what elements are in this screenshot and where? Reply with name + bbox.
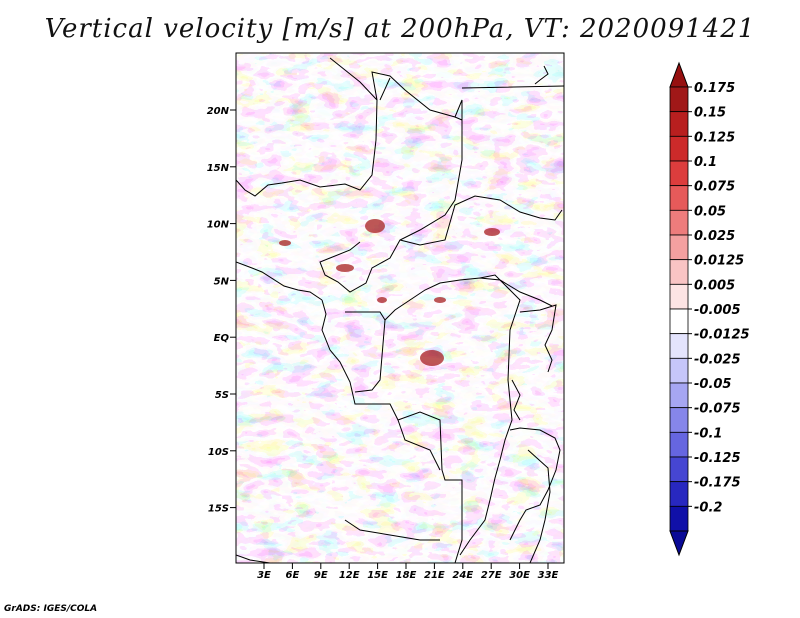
colorbar-swatch (669, 160, 689, 187)
colorbar-label: -0.005 (694, 303, 741, 318)
lon-tick-label: 24E (452, 570, 473, 581)
colorbar-swatch (669, 209, 689, 236)
lon-tick-label: 33E (538, 570, 559, 581)
colorbar-label: 0.1 (694, 155, 717, 170)
colorbar-label: 0.0125 (694, 254, 744, 269)
colorbar-label: 0.175 (694, 81, 735, 96)
lat-tick-label: 10S (208, 447, 229, 458)
lon-tick-label: 21E (424, 570, 445, 581)
colorbar-label: -0.175 (694, 476, 741, 491)
colorbar-swatch (669, 505, 689, 532)
colorbar-max-arrow (669, 61, 689, 88)
colorbar-swatch (669, 259, 689, 285)
map-title: Vertical velocity [m/s] at 200hPa, VT: 2… (44, 14, 756, 44)
colorbar-swatch (669, 135, 689, 162)
colorbar-swatch (669, 86, 689, 113)
map-panel (235, 52, 565, 564)
colorbar-label: 0.025 (694, 229, 735, 244)
lat-tick-label: 5S (215, 390, 229, 401)
colorbar-swatch (669, 308, 689, 335)
colorbar-label: 0.05 (694, 204, 726, 219)
colorbar-min-arrow (669, 530, 689, 557)
colorbar-label: 0.075 (694, 180, 735, 195)
colorbar-swatch (669, 407, 689, 433)
lat-tick-label: 5N (214, 276, 230, 287)
lon-tick-label: 15E (367, 570, 388, 581)
map-frame (235, 52, 565, 564)
colorbar-swatch (669, 333, 689, 359)
colorbar-swatch (669, 185, 689, 211)
lat-tick-label: 15N (207, 163, 230, 174)
longitude-axis: 3E 6E 9E 12E 15E 18E 21E 24E 27E 30E 33E (257, 563, 559, 581)
colorbar-swatch (669, 431, 689, 458)
colorbar-swatch (669, 456, 689, 483)
colorbar-label: 0.005 (694, 278, 735, 293)
colorbar-swatch (669, 234, 689, 261)
colorbar-label: 0.15 (694, 106, 726, 121)
colorbar-swatch (669, 382, 689, 409)
colorbar-swatch (669, 111, 689, 137)
lon-tick-label: 27E (481, 570, 502, 581)
country-borders (236, 57, 564, 563)
colorbar-swatch (669, 481, 689, 507)
lat-tick-label: 20N (207, 106, 230, 117)
lat-tick-label: 10N (207, 220, 230, 231)
colorbar-label: -0.1 (694, 426, 722, 441)
colorbar-label: -0.125 (694, 451, 741, 466)
colorbar-swatch (669, 357, 689, 384)
lon-tick-label: 9E (314, 570, 328, 581)
credit-label: GrADS: IGES/COLA (4, 604, 98, 614)
colorbar-swatch (669, 283, 689, 310)
lat-tick-label: EQ (214, 333, 230, 344)
colorbar-label: -0.05 (694, 377, 731, 392)
lon-tick-label: 18E (396, 570, 417, 581)
lon-tick-label: 30E (509, 570, 530, 581)
lon-tick-label: 3E (257, 570, 271, 581)
lat-tick-label: 15S (208, 504, 229, 515)
colorbar-label: -0.075 (694, 402, 741, 417)
lon-tick-label: 12E (339, 570, 360, 581)
vertical-velocity-field (236, 53, 564, 563)
strong-ascent-cells (279, 219, 500, 366)
colorbar-label: 0.125 (694, 130, 735, 145)
lon-tick-label: 6E (286, 570, 300, 581)
latitude-axis: 20N 15N 10N 5N EQ 5S 10S 15S (207, 106, 236, 515)
colorbar-label: -0.0125 (694, 328, 750, 343)
colorbar-label: -0.025 (694, 352, 741, 367)
colorbar: 0.175 0.15 0.125 0.1 0.075 0.05 0.025 0.0125 0.0… (669, 61, 750, 557)
colorbar-label: -0.2 (694, 500, 722, 515)
